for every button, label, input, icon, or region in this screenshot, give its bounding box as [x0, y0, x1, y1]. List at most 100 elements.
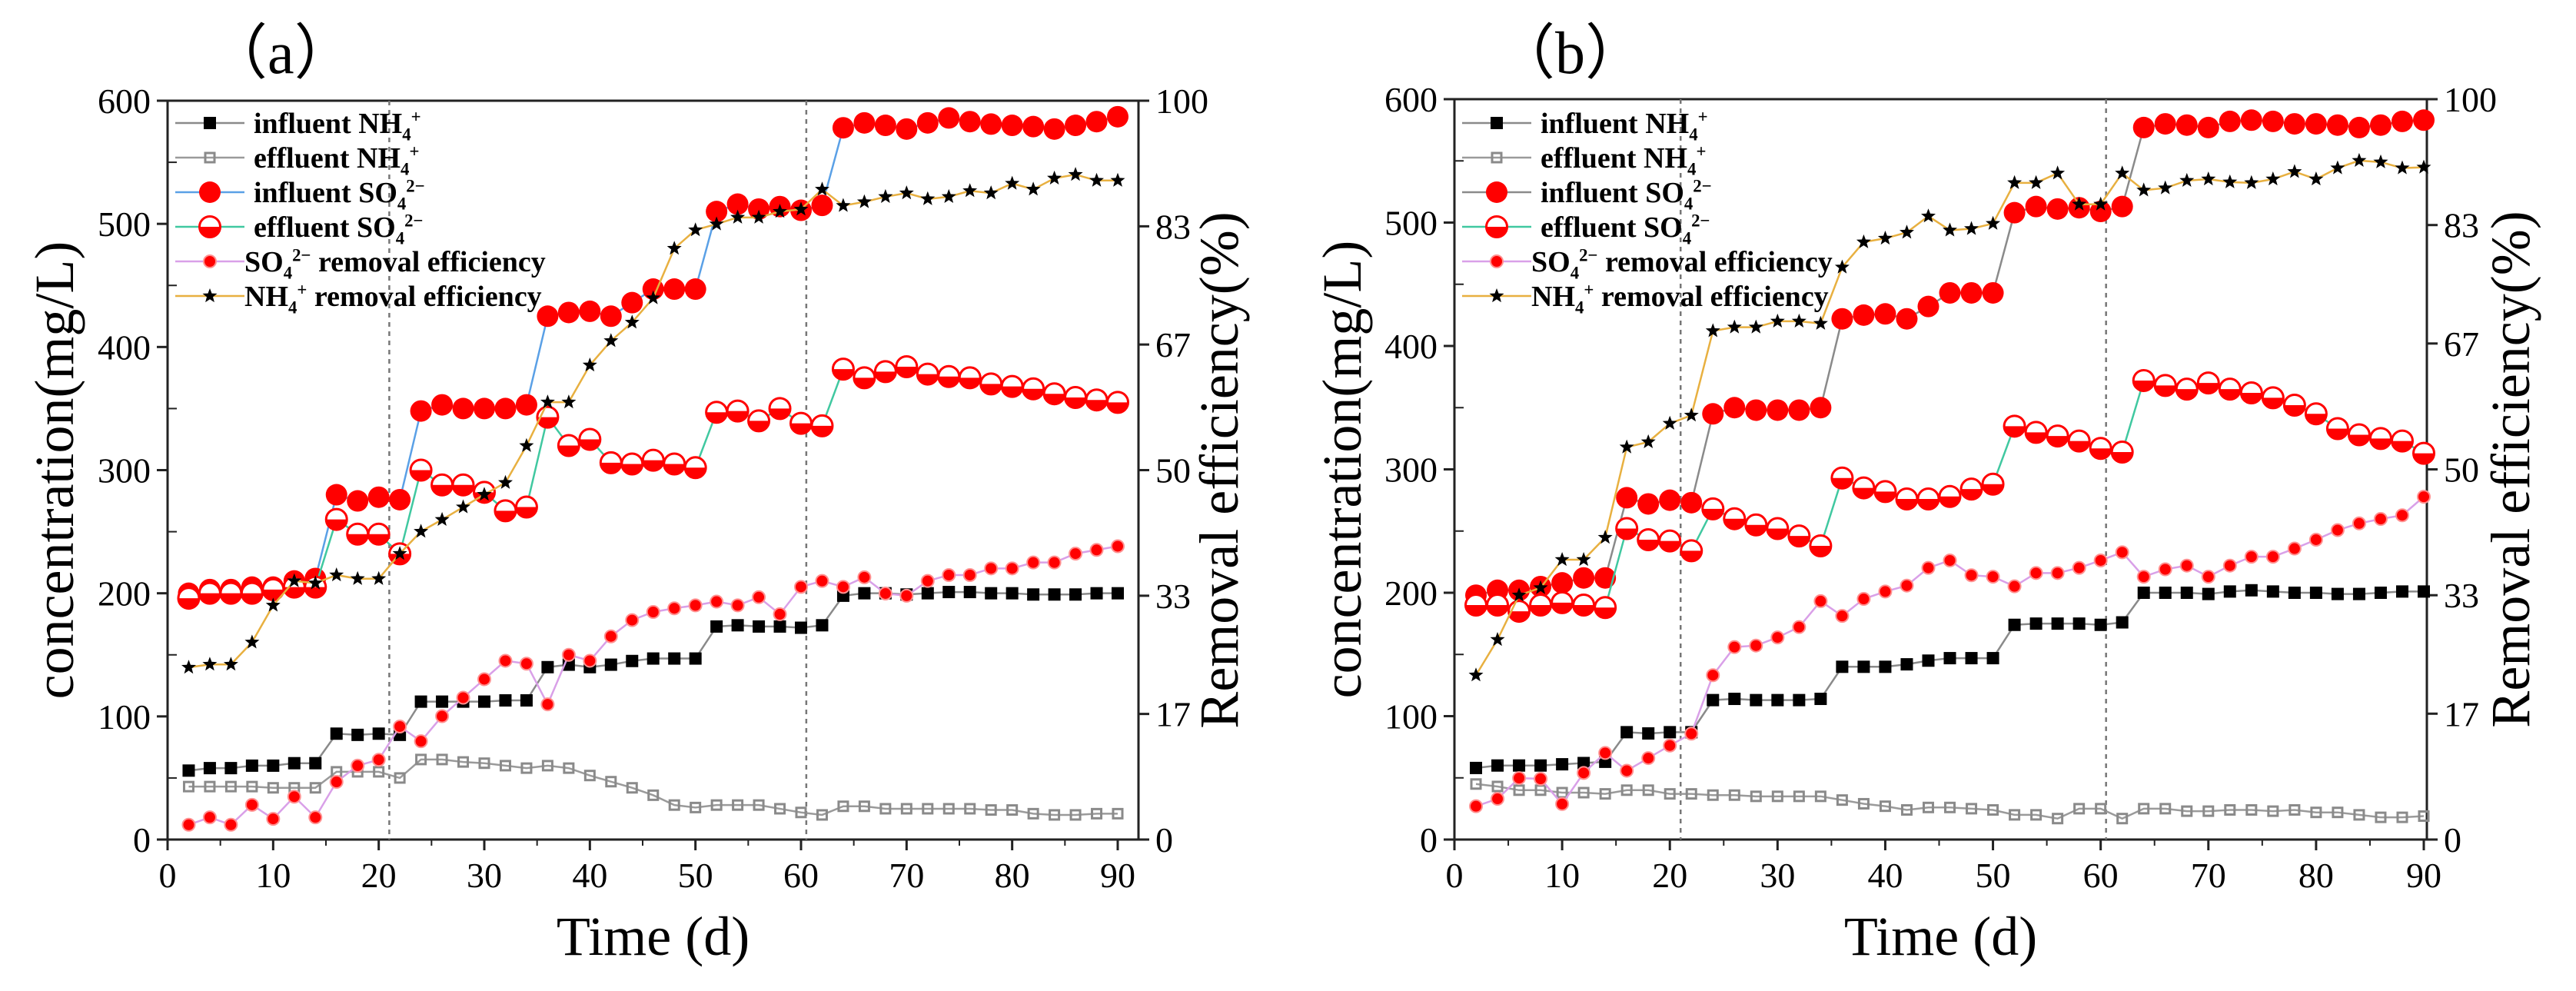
data-point [267, 759, 280, 772]
data-point [1619, 439, 1634, 454]
data-point [2224, 803, 2236, 816]
data-point [2245, 803, 2258, 816]
y-right-tick-label: 0 [2444, 820, 2461, 860]
data-point [2418, 585, 2430, 598]
data-point [604, 658, 617, 671]
data-point [920, 191, 936, 205]
data-point [266, 812, 281, 826]
data-point [2111, 195, 2133, 218]
marker-fill [1896, 499, 1917, 510]
x-axis-label: Time (d) [1844, 906, 2037, 967]
data-point [2196, 371, 2220, 395]
data-point [514, 495, 538, 519]
legend-item: NH4+ removal efficiency [1462, 281, 1829, 318]
data-point [478, 695, 490, 708]
data-point [563, 762, 575, 774]
data-point [1469, 799, 1484, 813]
data-point [962, 183, 978, 198]
data-point [351, 758, 365, 773]
data-point [2181, 805, 2193, 817]
marker-fill [2262, 397, 2284, 408]
data-point [457, 756, 470, 768]
data-point [2132, 116, 2155, 138]
label-superscript: 2− [1693, 177, 1711, 196]
data-point [2029, 566, 2043, 580]
data-point [2262, 110, 2284, 132]
data-point [793, 201, 809, 216]
data-point [561, 647, 576, 662]
data-point [1792, 620, 1807, 634]
marker-fill [1508, 611, 1530, 622]
y-tick-label: 100 [1384, 697, 1438, 737]
data-point [2222, 558, 2237, 573]
series-nh4-removal-efficiency [181, 167, 1125, 674]
data-point [1960, 281, 1983, 304]
data-point [307, 575, 323, 590]
data-point [1554, 552, 1570, 567]
data-point [2003, 414, 2026, 438]
data-point [1043, 118, 1065, 140]
label-subscript: 4 [1575, 298, 1584, 318]
data-point [751, 209, 766, 224]
y-right-tick-label: 33 [2444, 576, 2479, 615]
marker-fill [833, 369, 854, 380]
data-point [478, 757, 490, 770]
legend-item: influent NH4+ [1462, 108, 1708, 145]
data-point [1659, 489, 1681, 511]
marker-fill [537, 417, 558, 428]
data-point [2369, 114, 2392, 136]
data-point [1745, 399, 1767, 421]
data-point [709, 216, 724, 231]
marker-fill [643, 460, 664, 471]
data-point [2073, 803, 2086, 815]
legend-item: effluent NH4+ [1462, 142, 1706, 179]
data-point [1027, 588, 1040, 601]
data-point [646, 652, 660, 665]
data-point [2046, 424, 2069, 448]
data-point [1986, 215, 2001, 230]
marker-fill [600, 462, 622, 474]
data-point [795, 621, 807, 634]
series-effluent-so42- [1464, 368, 2435, 624]
label-subscript: 4 [396, 229, 404, 248]
label-base: NH [1531, 281, 1575, 313]
data-point [816, 619, 829, 632]
data-point [899, 185, 914, 200]
data-point [2030, 809, 2043, 821]
data-point [219, 581, 243, 605]
data-point [603, 333, 619, 348]
data-point [309, 757, 322, 770]
legend-label: influent SO42− [254, 177, 425, 214]
data-point [1048, 588, 1061, 601]
data-point [1551, 590, 1574, 614]
data-point [815, 574, 829, 588]
data-point [1512, 771, 1527, 786]
data-point [371, 570, 387, 585]
data-point [561, 394, 577, 409]
data-point [1069, 588, 1082, 601]
data-point [1791, 313, 1807, 328]
marker-fill [178, 598, 199, 609]
legend-item: SO42− removal efficiency [1462, 246, 1833, 283]
data-point [2418, 810, 2430, 823]
label-base: SO [1531, 246, 1571, 278]
data-point [1727, 319, 1742, 334]
data-point [1576, 552, 1591, 567]
x-tick-label: 80 [2298, 856, 2334, 895]
marker-fill [706, 412, 727, 423]
data-point [246, 780, 258, 793]
y-tick-label: 500 [1384, 204, 1438, 243]
marker-fill [516, 507, 537, 518]
data-point [962, 567, 977, 582]
data-point [2201, 171, 2216, 186]
data-point [1788, 399, 1810, 421]
data-point [2347, 423, 2371, 447]
data-point [431, 394, 454, 416]
label-base: influent SO [254, 177, 397, 209]
y-tick-label: 400 [98, 328, 151, 367]
data-point [583, 653, 597, 668]
data-point [2115, 165, 2130, 180]
data-point [2308, 171, 2324, 186]
data-point [1900, 578, 1914, 593]
marker-fill [304, 587, 326, 598]
